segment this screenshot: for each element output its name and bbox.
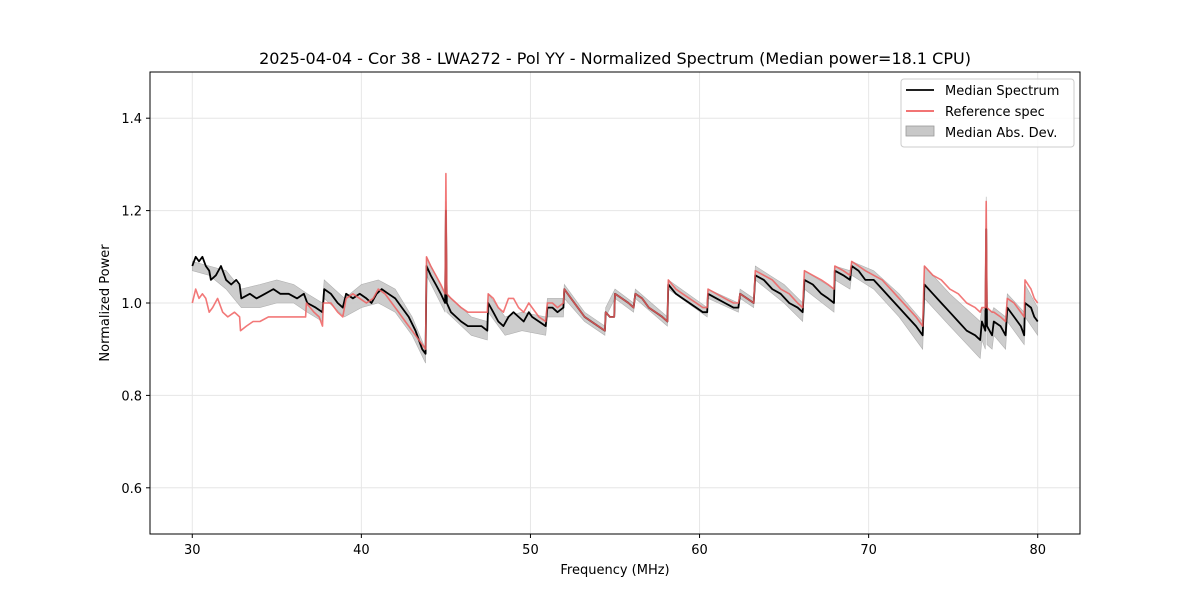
legend-box (900, 78, 1075, 148)
y-tick-label: 0.6 (121, 482, 142, 497)
x-tick-label: 60 (691, 543, 708, 558)
y-axis-label: Normalized Power (98, 244, 113, 362)
y-axis: 0.6 0.8 1.0 1.2 1.4 (121, 112, 150, 497)
x-axis-label: Frequency (MHz) (560, 563, 669, 578)
legend-label-median: Median Spectrum (945, 84, 1059, 99)
x-tick-label: 70 (860, 543, 877, 558)
x-tick-label: 50 (522, 543, 539, 558)
series-layer (191, 172, 1039, 355)
legend-label-mad: Median Abs. Dev. (945, 126, 1057, 141)
legend: Median Spectrum Reference spec Median Ab… (900, 78, 1075, 148)
x-tick-label: 30 (184, 543, 201, 558)
x-tick-label: 80 (1029, 543, 1046, 558)
y-tick-label: 1.4 (121, 112, 142, 127)
reference-spec-line (191, 172, 1039, 351)
legend-swatch-mad (905, 125, 935, 137)
legend-label-reference: Reference spec (945, 105, 1045, 120)
chart-title: 2025-04-04 - Cor 38 - LWA272 - Pol YY - … (259, 49, 971, 68)
y-tick-label: 1.2 (121, 205, 142, 220)
x-axis: 30 40 50 60 70 80 (184, 534, 1046, 558)
y-tick-label: 1.0 (121, 297, 142, 312)
x-tick-label: 40 (353, 543, 370, 558)
y-tick-label: 0.8 (121, 389, 142, 404)
